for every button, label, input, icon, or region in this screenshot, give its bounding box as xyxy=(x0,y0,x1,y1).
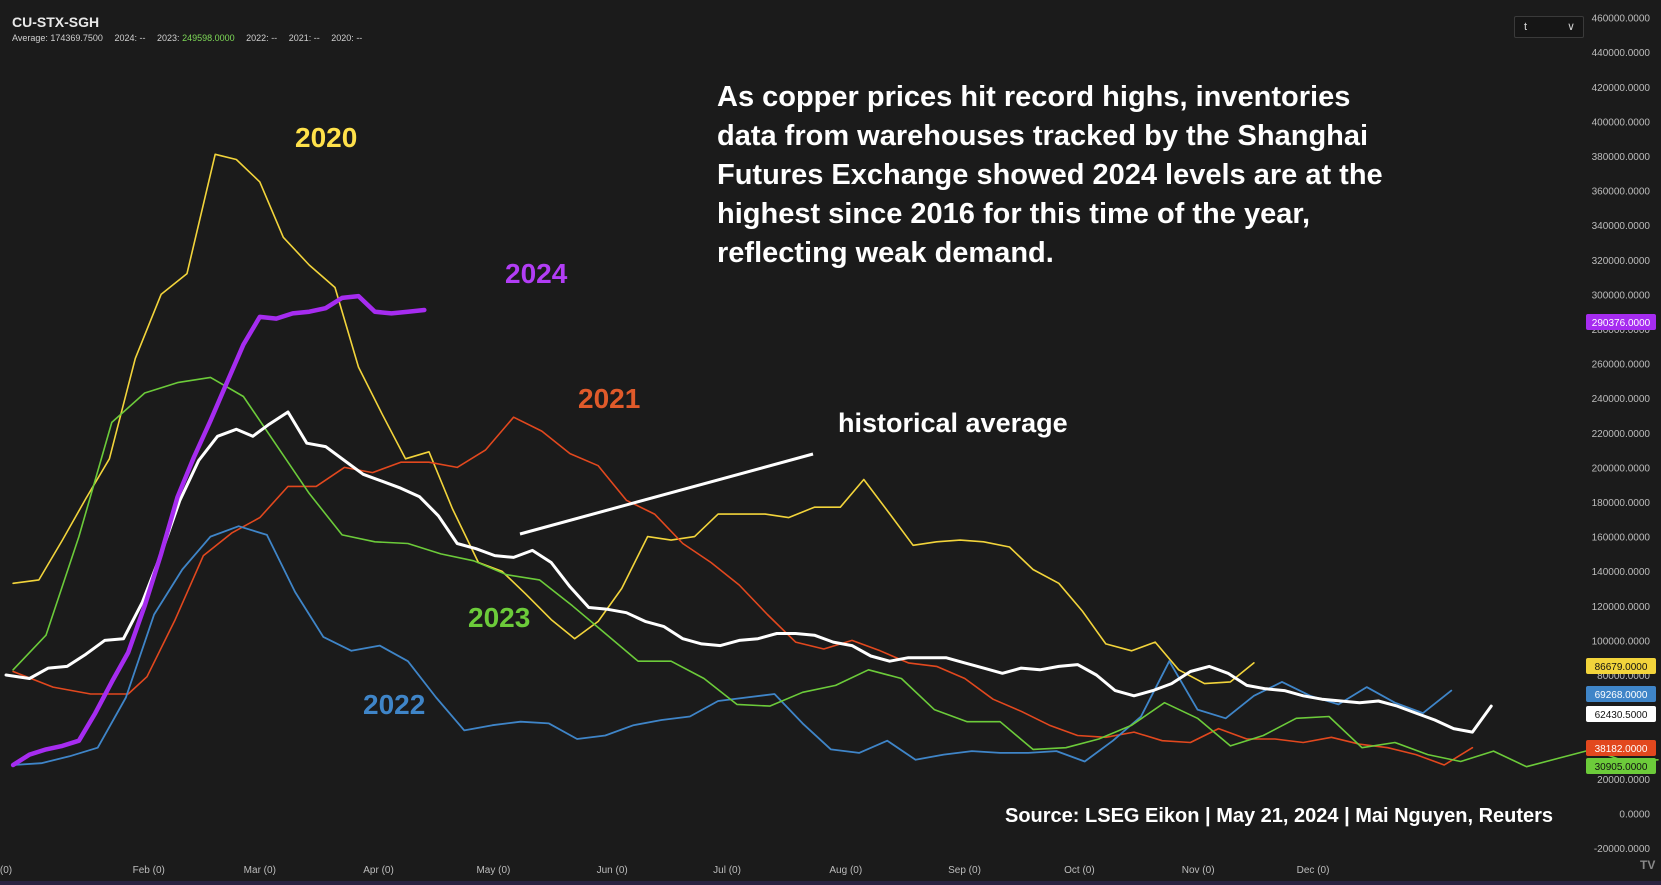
stat-2021-value: -- xyxy=(313,33,320,43)
series-line-historical-average xyxy=(4,410,1493,734)
y-tick-label: 180000.0000 xyxy=(1592,498,1651,509)
period-select-value: t xyxy=(1524,21,1528,33)
stat-2023-label: 2023: xyxy=(157,33,180,43)
series-label-2022: 2022 xyxy=(363,689,426,720)
y-tick-label: 20000.0000 xyxy=(1597,775,1650,786)
stat-2021-label: 2021: xyxy=(288,33,312,43)
symbol-title: CU-STX-SGH xyxy=(12,14,100,30)
last-value-badge xyxy=(1586,658,1656,674)
y-tick-label: 100000.0000 xyxy=(1592,636,1651,647)
stat-2022-value: -- xyxy=(271,33,278,43)
y-tick-label: 120000.0000 xyxy=(1592,602,1651,613)
chevron-down-icon: ∨ xyxy=(1566,21,1575,33)
stats-row: Average: 174369.7500 2024: -- 2023: 2495… xyxy=(12,33,362,43)
y-tick-label: 320000.0000 xyxy=(1592,256,1651,267)
x-tick-label: Mar (0) xyxy=(244,865,276,876)
y-tick-label: 300000.0000 xyxy=(1592,290,1651,301)
series-label-2021: 2021 xyxy=(578,383,641,414)
last-value-badge xyxy=(1586,758,1656,774)
y-tick-label: 420000.0000 xyxy=(1592,83,1651,94)
x-tick-label: Feb (0) xyxy=(133,865,165,876)
period-select[interactable]: t ∨ xyxy=(1514,16,1584,38)
stat-2024-label: 2024: xyxy=(114,33,137,43)
last-value-text: 38182.0000 xyxy=(1595,744,1648,755)
historical-average-note: historical average xyxy=(838,408,1068,438)
x-tick-label: Nov (0) xyxy=(1182,865,1215,876)
stat-2020-value: -- xyxy=(356,33,363,43)
x-tick-label: Aug (0) xyxy=(829,865,862,876)
y-tick-label: 340000.0000 xyxy=(1592,221,1651,232)
series-line-2022 xyxy=(12,525,1453,766)
y-tick-label: 460000.0000 xyxy=(1592,14,1651,25)
stat-2022-label: 2022: xyxy=(246,33,269,43)
x-tick-label: Jul (0) xyxy=(713,865,741,876)
last-value-badge xyxy=(1586,314,1656,330)
source-credit: Source: LSEG Eikon | May 21, 2024 | Mai … xyxy=(1005,805,1554,827)
last-value-badge xyxy=(1586,706,1656,722)
stat-2024-value: -- xyxy=(139,33,146,43)
last-value-text: 62430.5000 xyxy=(1595,710,1648,721)
tradingview-logo: TV xyxy=(1640,858,1656,872)
series-line-2020 xyxy=(12,153,1255,685)
y-tick-label: 200000.0000 xyxy=(1592,463,1651,474)
series-label-2024: 2024 xyxy=(505,258,568,289)
series-line-2024 xyxy=(10,293,427,768)
series-line-2023 xyxy=(12,376,1659,768)
last-value-badge xyxy=(1586,686,1656,702)
y-tick-label: 80000.0000 xyxy=(1597,671,1650,682)
x-tick-label: (0) xyxy=(0,865,12,876)
stat-average-label: Average: xyxy=(12,33,48,43)
last-value-badge xyxy=(1586,740,1656,756)
y-tick-label: 220000.0000 xyxy=(1592,429,1651,440)
x-tick-label: Sep (0) xyxy=(948,865,981,876)
x-tick-label: Dec (0) xyxy=(1297,865,1330,876)
y-tick-label: 140000.0000 xyxy=(1592,567,1651,578)
series-label-2020: 2020 xyxy=(295,122,358,153)
y-tick-label: 0.0000 xyxy=(1619,809,1650,820)
y-tick-label: 260000.0000 xyxy=(1592,360,1651,371)
y-tick-label: 380000.0000 xyxy=(1592,152,1651,163)
y-tick-label: 240000.0000 xyxy=(1592,394,1651,405)
y-tick-label: -20000.0000 xyxy=(1594,844,1651,855)
x-tick-label: Jun (0) xyxy=(597,865,628,876)
bottom-strip xyxy=(0,881,1661,885)
x-tick-label: Oct (0) xyxy=(1064,865,1095,876)
x-tick-label: Apr (0) xyxy=(363,865,394,876)
last-value-text: 86679.0000 xyxy=(1595,662,1648,673)
last-value-text: 30905.0000 xyxy=(1595,762,1648,773)
y-tick-label: 400000.0000 xyxy=(1592,117,1651,128)
y-tick-label: 360000.0000 xyxy=(1592,187,1651,198)
last-value-text: 290376.0000 xyxy=(1592,318,1651,329)
stat-2020-label: 2020: xyxy=(331,33,354,43)
annotation-text: As copper prices hit record highs, inven… xyxy=(717,81,1383,269)
stat-average-value: 174369.7500 xyxy=(50,33,103,43)
y-tick-label: 280000.0000 xyxy=(1592,325,1651,336)
x-tick-label: May (0) xyxy=(476,865,510,876)
y-tick-label: 440000.0000 xyxy=(1592,48,1651,59)
y-tick-label: 160000.0000 xyxy=(1592,533,1651,544)
stat-2023-value: 249598.0000 xyxy=(182,33,235,43)
series-label-2023: 2023 xyxy=(468,602,531,633)
last-value-text: 69268.0000 xyxy=(1595,690,1648,701)
series-line-2021 xyxy=(12,416,1474,766)
average-pointer-line xyxy=(519,452,814,536)
